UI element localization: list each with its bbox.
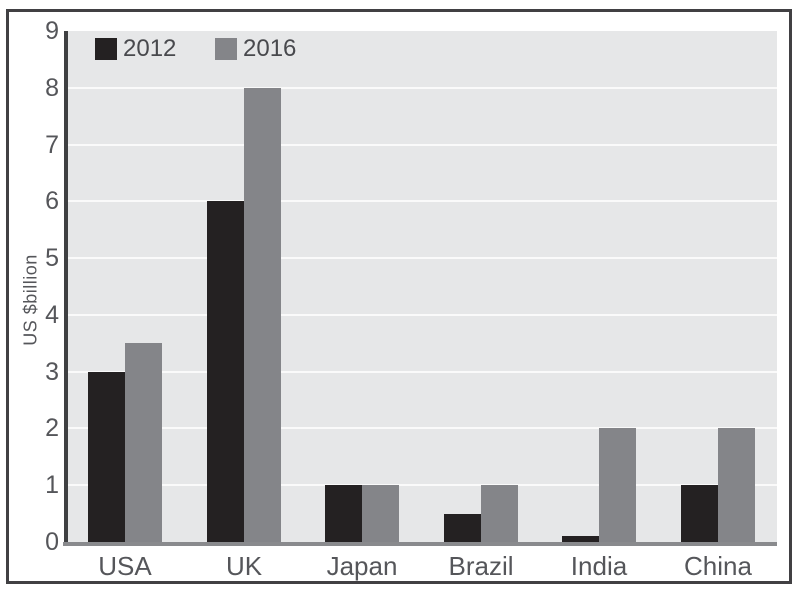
y-tick-label: 4 [45, 301, 59, 329]
y-tick-label: 8 [45, 74, 59, 102]
legend-item-2012: 2012 [95, 37, 176, 61]
grid-line [68, 484, 777, 486]
grid-line [68, 314, 777, 316]
x-category-label-china: China [684, 551, 752, 581]
legend-item-2016: 2016 [215, 37, 296, 61]
bar-2016-usa [125, 343, 162, 542]
y-tick-label: 0 [45, 528, 59, 556]
y-tick-label: 7 [45, 131, 59, 159]
bar-2012-usa [88, 372, 125, 542]
grid-line [68, 87, 777, 89]
grid-line [68, 257, 777, 259]
bar-2016-india [599, 428, 636, 542]
legend-swatch-2016 [215, 38, 237, 60]
bar-2016-uk [244, 88, 281, 542]
legend-swatch-2012 [95, 38, 117, 60]
bar-2016-china [718, 428, 755, 542]
plot-area [68, 31, 777, 542]
legend-label-2012: 2012 [123, 35, 177, 62]
legend-label-2016: 2016 [243, 35, 297, 62]
y-tick-label: 2 [45, 414, 59, 442]
y-tick-label: 5 [45, 244, 59, 272]
x-category-label-uk: UK [225, 551, 263, 581]
x-category-label-india: India [570, 551, 628, 581]
chart-frame [6, 9, 792, 584]
bar-2012-japan [325, 485, 362, 542]
y-tick-label: 3 [45, 358, 59, 386]
bar-2016-brazil [481, 485, 518, 542]
bar-2016-japan [362, 485, 399, 542]
grid-line [68, 427, 777, 429]
bar-2012-uk [207, 201, 244, 542]
grid-line [68, 200, 777, 202]
x-axis-line [63, 542, 777, 546]
y-axis-title: US $billion [20, 254, 41, 346]
y-axis-line [64, 31, 68, 546]
y-tick-label: 9 [45, 17, 59, 45]
x-category-label-usa: USA [98, 551, 152, 581]
x-category-label-brazil: Brazil [448, 551, 514, 581]
bar-2012-brazil [444, 514, 481, 542]
bar-2012-india [562, 536, 599, 542]
x-category-label-japan: Japan [326, 551, 398, 581]
bar-2012-china [681, 485, 718, 542]
grid-line [68, 144, 777, 146]
grid-line [68, 371, 777, 373]
y-tick-label: 6 [45, 187, 59, 215]
y-tick-label: 1 [45, 471, 59, 499]
